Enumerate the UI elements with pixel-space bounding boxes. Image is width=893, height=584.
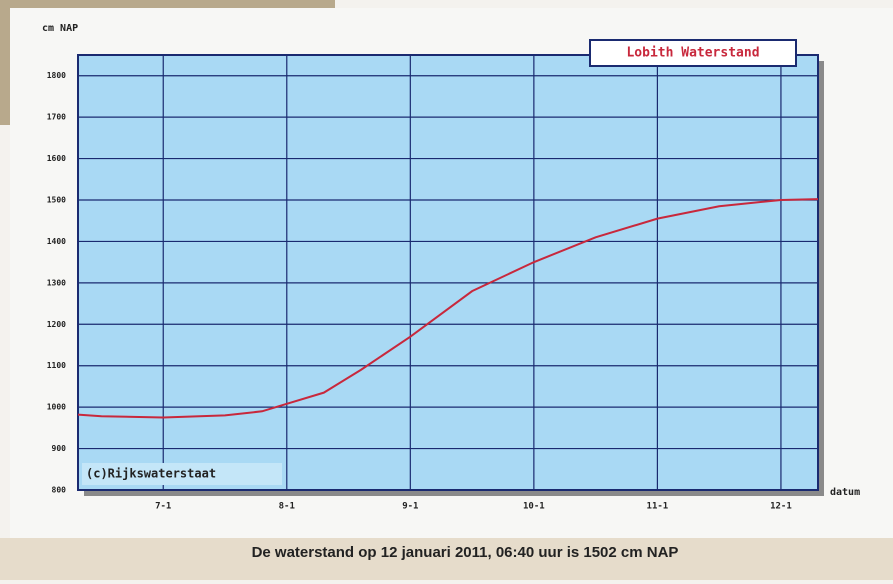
y-tick-label: 1700	[47, 113, 66, 122]
y-tick-label: 900	[52, 444, 67, 453]
caption: De waterstand op 12 januari 2011, 06:40 …	[252, 544, 679, 561]
y-tick-label: 1200	[47, 320, 66, 329]
x-tick-label: 12-1	[770, 502, 792, 512]
page: cm NAP datum De waterstand op 12 januari…	[0, 0, 893, 580]
x-tick-label: 9-1	[402, 502, 418, 512]
chart: cm NAP datum De waterstand op 12 januari…	[0, 0, 893, 580]
x-tick-label: 7-1	[155, 502, 171, 512]
x-tick-label: 11-1	[647, 502, 669, 512]
plot-area	[78, 55, 818, 490]
y-tick-label: 1400	[47, 237, 66, 246]
x-axis-label: datum	[830, 487, 860, 498]
y-tick-label: 1800	[47, 71, 66, 80]
y-tick-label: 1500	[47, 196, 66, 205]
y-tick-label: 1600	[47, 154, 66, 163]
y-axis-label: cm NAP	[42, 23, 78, 34]
legend-label: Lobith Waterstand	[626, 46, 759, 61]
x-tick-label: 10-1	[523, 502, 545, 512]
y-tick-label: 800	[52, 486, 67, 495]
y-tick-label: 1100	[47, 361, 66, 370]
y-tick-label: 1300	[47, 278, 66, 287]
x-tick-label: 8-1	[279, 502, 295, 512]
annotation: (c)Rijkswaterstaat	[86, 467, 216, 481]
y-tick-label: 1000	[47, 403, 66, 412]
